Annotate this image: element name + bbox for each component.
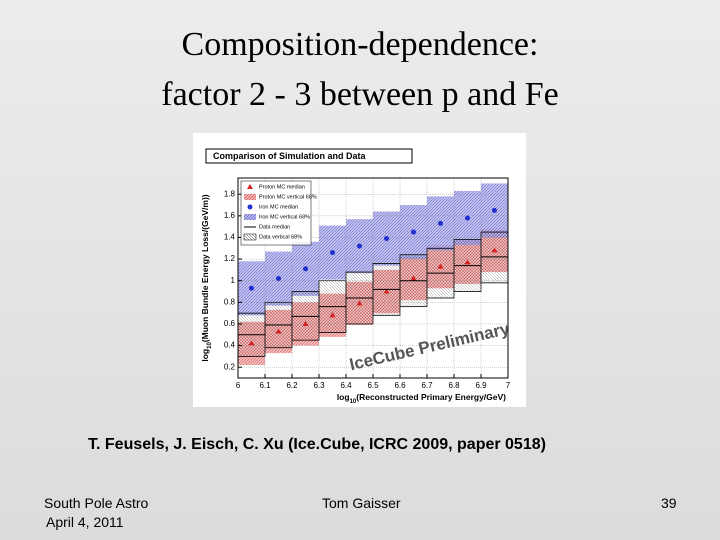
- y-tick-label: 1.2: [224, 254, 236, 263]
- median-marker: [357, 243, 362, 249]
- slide-title: factor 2 - 3 between p and Fe: [161, 76, 559, 113]
- median-marker: [302, 320, 309, 326]
- y-tick-label: 1.6: [224, 211, 236, 220]
- legend-label: Proton MC median: [259, 184, 305, 190]
- footer-center: Tom Gaisser: [322, 495, 401, 511]
- x-tick-label: 6.4: [340, 381, 352, 390]
- plot-frame: [237, 177, 509, 379]
- legend-swatch: [247, 204, 253, 210]
- x-axis-label-part: (Reconstructed Primary Energy/GeV): [356, 392, 506, 402]
- x-tick-label: 6.2: [286, 381, 298, 390]
- legend-label: Data vertical 68%: [259, 234, 302, 240]
- y-tick-label: 0.2: [224, 362, 236, 371]
- legend-label: Data median: [259, 224, 290, 230]
- x-tick-label: 6.5: [367, 381, 379, 390]
- median-marker: [411, 229, 416, 235]
- median-marker: [383, 288, 390, 294]
- y-tick-label: 1.8: [224, 189, 236, 198]
- median-marker: [248, 340, 255, 346]
- chart-title: Comparison of Simulation and Data: [213, 151, 367, 161]
- y-tick-label: 0.6: [224, 319, 236, 328]
- page-number: 39: [661, 495, 677, 511]
- median-marker: [249, 285, 254, 291]
- median-marker: [410, 275, 417, 281]
- y-tick-label: 0.4: [224, 341, 236, 350]
- median-marker: [276, 276, 281, 282]
- data-band: [480, 231, 509, 284]
- median-marker: [437, 263, 444, 269]
- median-marker: [356, 300, 363, 306]
- legend-label: Iron MC vertical 68%: [259, 214, 310, 220]
- x-tick-label: 6.3: [313, 381, 325, 390]
- median-marker: [492, 207, 497, 213]
- median-marker: [330, 250, 335, 256]
- footer-left: April 4, 2011: [46, 514, 124, 530]
- legend-swatch: [244, 214, 256, 220]
- x-tick-label: 7: [506, 381, 511, 390]
- y-tick-label: 0.8: [224, 297, 236, 306]
- x-tick-label: 6.7: [421, 381, 433, 390]
- median-marker: [465, 215, 470, 221]
- chart: Comparison of Simulation and Data 0.2 0.4…: [193, 133, 526, 407]
- y-tick-label: 1.4: [224, 233, 236, 242]
- y-axis-label-part: (Muon Bundle Energy Loss/(GeV/m)): [200, 194, 210, 342]
- legend-label: Proton MC vertical 68%: [259, 194, 317, 200]
- median-marker: [438, 220, 443, 226]
- median-marker: [491, 247, 498, 253]
- legend-label: Iron MC median: [259, 204, 298, 210]
- y-tick-label: 1: [231, 276, 236, 285]
- data-band: [291, 291, 320, 341]
- x-tick-label: 6.1: [259, 381, 271, 390]
- legend: Proton MC median Proton MC vertical 68% Ir…: [240, 180, 317, 246]
- y-axis-label-part: log: [200, 349, 210, 362]
- x-tick-label: 6.8: [448, 381, 460, 390]
- legend-swatch: [243, 233, 257, 241]
- y-axis-label: log10(Muon Bundle Energy Loss/(GeV/m)): [200, 194, 212, 361]
- x-tick-label: 6: [236, 381, 241, 390]
- legend-swatch: [247, 184, 253, 189]
- slide-title: Composition-dependence:: [181, 26, 539, 63]
- x-axis-label-part: log: [337, 392, 350, 402]
- x-tick-label: 6.6: [394, 381, 406, 390]
- x-axis-label-part: 10: [350, 399, 357, 405]
- median-marker: [384, 236, 389, 242]
- median-marker: [303, 266, 308, 272]
- title-box: [205, 148, 413, 164]
- median-marker: [275, 328, 282, 334]
- citation: T. Feusels, J. Eisch, C. Xu (Ice.Cube, I…: [88, 436, 546, 453]
- median-marker: [464, 259, 471, 265]
- footer-left: South Pole Astro: [44, 495, 149, 511]
- x-axis-label: log10(Reconstructed Primary Energy/GeV): [337, 392, 506, 404]
- x-tick-label: 6.9: [475, 381, 487, 390]
- median-marker: [329, 312, 336, 318]
- legend-swatch: [244, 194, 256, 200]
- y-axis-label-part: 10: [207, 342, 213, 349]
